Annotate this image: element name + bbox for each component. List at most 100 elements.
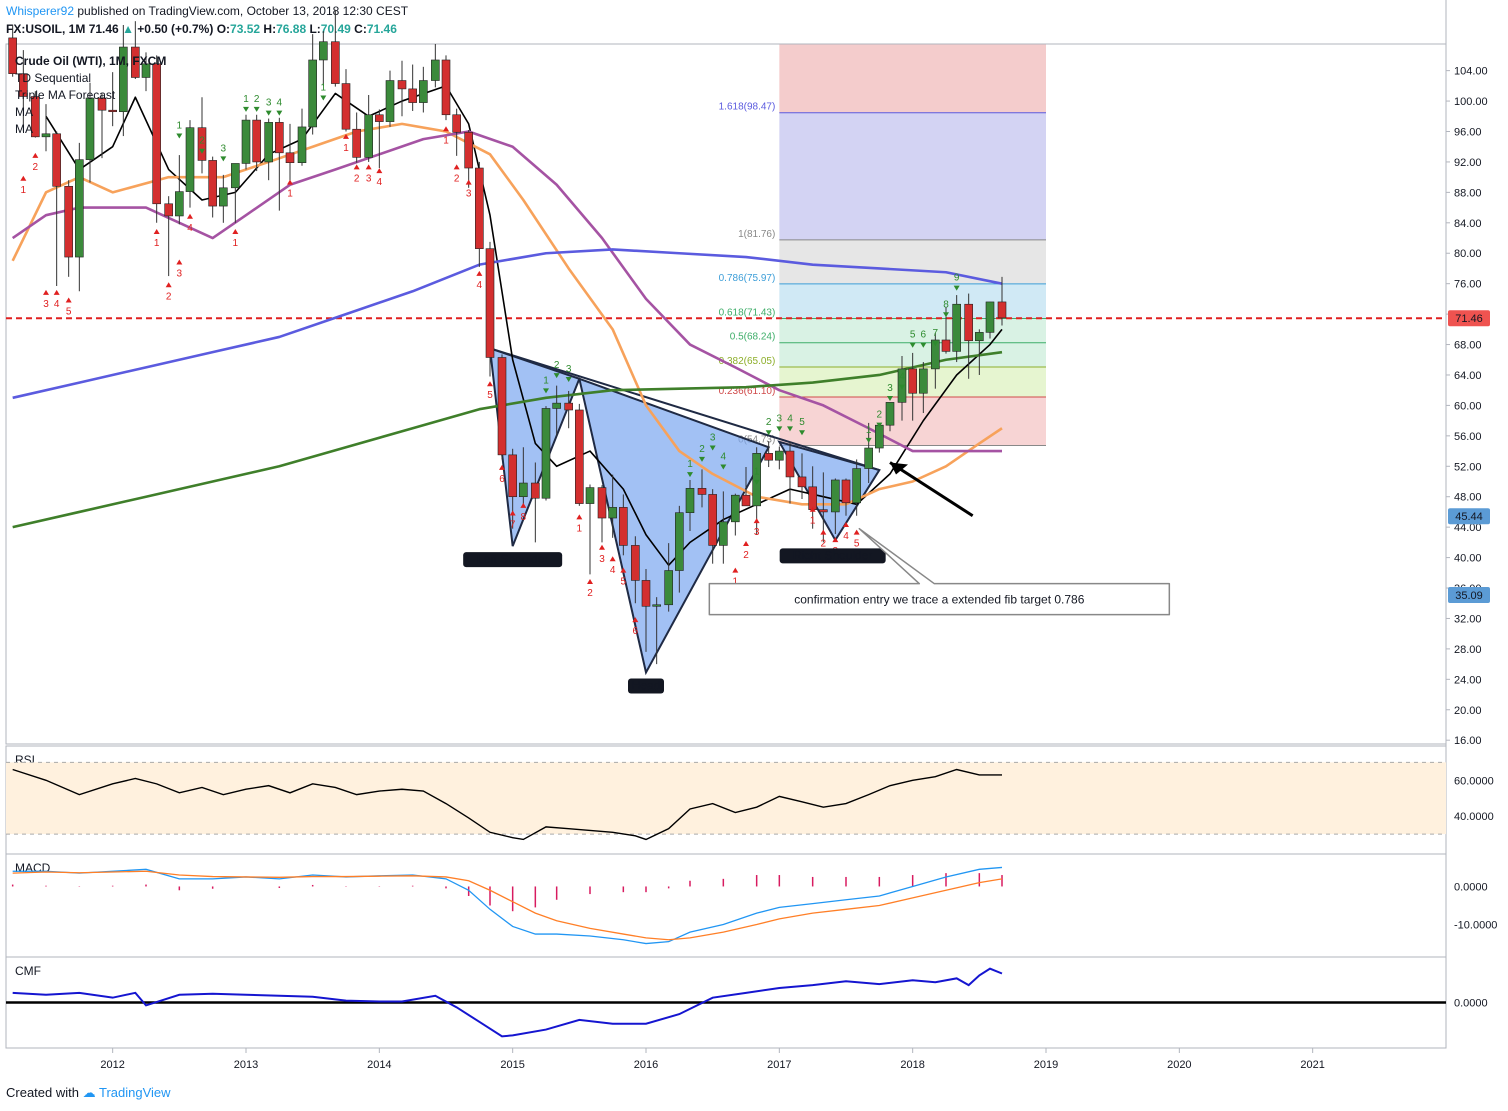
candle-body bbox=[31, 96, 40, 138]
td-arrow-down-icon bbox=[799, 430, 805, 436]
td-count-label: 2 bbox=[354, 173, 360, 184]
price-tick-label: 48.00 bbox=[1454, 492, 1482, 504]
open-value: 73.52 bbox=[230, 22, 261, 36]
author-name[interactable]: Whisperer92 bbox=[6, 4, 75, 18]
pane-tick-label: -10.0000 bbox=[1454, 920, 1497, 932]
candle-body bbox=[408, 88, 417, 103]
td-arrow-up-icon bbox=[609, 556, 616, 562]
td-count-label: 4 bbox=[787, 413, 793, 424]
time-tick-label: 2020 bbox=[1167, 1059, 1191, 1071]
candle-body bbox=[575, 409, 584, 504]
footer: Created with ☁ TradingView bbox=[6, 1085, 171, 1101]
td-count-label: 2 bbox=[766, 417, 772, 428]
ma-green bbox=[12, 350, 1003, 529]
annotations[interactable]: Left Shoulder Head Right Shoulder confirmat… bbox=[463, 461, 1171, 694]
candle-body bbox=[752, 453, 761, 507]
candle-body bbox=[231, 163, 240, 189]
candle-body bbox=[952, 303, 961, 352]
td-count-label: 8 bbox=[521, 512, 527, 523]
fib-level-label: 1(81.76) bbox=[738, 229, 775, 240]
arrow-shaft bbox=[889, 461, 974, 518]
td-count-label: 3 bbox=[266, 98, 272, 109]
fib-zone bbox=[779, 44, 1046, 113]
time-tick-label: 2021 bbox=[1300, 1059, 1324, 1071]
up-arrow-icon: ▲ bbox=[122, 22, 134, 36]
td-count-label: 3 bbox=[566, 364, 572, 375]
td-count-label: 1 bbox=[321, 82, 327, 93]
price-tick-label: 56.00 bbox=[1454, 431, 1482, 443]
publish-line: Whisperer92 published on TradingView.com… bbox=[6, 4, 408, 18]
td-arrow-down-icon bbox=[253, 106, 260, 112]
candle-body bbox=[708, 494, 717, 546]
candle-body bbox=[308, 59, 317, 128]
td-count-label: 1 bbox=[177, 121, 183, 132]
candle-body bbox=[364, 114, 373, 158]
td-arrow-up-icon bbox=[599, 544, 605, 550]
price-tick-label: 44.00 bbox=[1454, 522, 1482, 534]
td-count-label: 1 bbox=[343, 143, 349, 154]
td-arrow-up-icon bbox=[809, 506, 816, 512]
td-count-label: 5 bbox=[487, 390, 493, 401]
td-arrow-down-icon bbox=[553, 373, 560, 379]
price-badge-label: 35.09 bbox=[1455, 590, 1483, 602]
candle-body bbox=[297, 126, 307, 163]
head-triangle bbox=[577, 377, 771, 676]
td-arrow-up-icon bbox=[365, 164, 372, 170]
candle-body bbox=[331, 41, 340, 84]
price-tick-label: 88.00 bbox=[1454, 187, 1482, 199]
price-badge bbox=[1448, 508, 1490, 525]
candle-body bbox=[41, 133, 51, 138]
td-count-label: 3 bbox=[43, 299, 49, 310]
td-arrow-up-icon bbox=[465, 179, 472, 185]
td-count-label: 5 bbox=[910, 330, 916, 341]
td-count-label: 4 bbox=[377, 177, 383, 188]
td-arrow-down-icon bbox=[176, 133, 183, 139]
td-arrow-down-icon bbox=[876, 422, 883, 428]
publish-info: published on TradingView.com, October 13… bbox=[77, 4, 409, 18]
candle-body bbox=[285, 152, 295, 163]
candle-body bbox=[652, 604, 661, 607]
price-tick-label: 68.00 bbox=[1454, 340, 1482, 352]
pattern-label-box bbox=[628, 678, 664, 694]
td-arrow-up-icon bbox=[843, 521, 849, 527]
candle-body bbox=[64, 185, 73, 258]
candle-body bbox=[464, 131, 473, 169]
high-label: H: bbox=[263, 22, 277, 36]
symbol-label: FX:USOIL, 1M bbox=[6, 22, 86, 36]
time-tick-label: 2016 bbox=[634, 1059, 658, 1071]
td-arrow-up-icon bbox=[165, 282, 172, 288]
candle-body bbox=[75, 159, 84, 258]
td-arrow-up-icon bbox=[187, 213, 193, 219]
macd-signal-line bbox=[12, 870, 1003, 941]
td-arrow-down-icon bbox=[720, 464, 727, 470]
right-shoulder-triangle bbox=[777, 440, 881, 543]
candle-body bbox=[975, 332, 984, 342]
legend-entry: TD Sequential bbox=[15, 71, 91, 85]
candle-body bbox=[764, 453, 773, 461]
td-count-label: 1 bbox=[154, 238, 160, 249]
candle-body bbox=[475, 167, 484, 249]
td-arrow-up-icon bbox=[853, 529, 860, 535]
candle-body bbox=[241, 119, 251, 164]
td-count-label: 2 bbox=[743, 550, 749, 561]
td-arrow-down-icon bbox=[687, 472, 693, 478]
price-tick-label: 80.00 bbox=[1454, 248, 1482, 260]
fib-level-label: 0(54.73) bbox=[738, 435, 775, 446]
td-count-label: 3 bbox=[466, 189, 472, 200]
candle-body bbox=[919, 368, 928, 394]
price-tick-label: 24.00 bbox=[1454, 674, 1482, 686]
td-arrow-up-icon bbox=[499, 464, 505, 470]
cmf-line bbox=[12, 967, 1003, 1038]
candles[interactable] bbox=[8, 9, 1007, 665]
candle-body bbox=[964, 303, 973, 342]
price-tick-label: 76.00 bbox=[1454, 279, 1482, 291]
tradingview-link[interactable]: TradingView bbox=[99, 1085, 171, 1100]
td-count-label: 4 bbox=[277, 98, 283, 109]
candle-body bbox=[941, 339, 951, 352]
candle-body bbox=[341, 83, 351, 130]
td-arrow-up-icon bbox=[509, 510, 516, 516]
td-arrow-down-icon bbox=[909, 342, 916, 348]
candle-body bbox=[397, 80, 407, 90]
td-count-label: 1 bbox=[810, 516, 816, 527]
